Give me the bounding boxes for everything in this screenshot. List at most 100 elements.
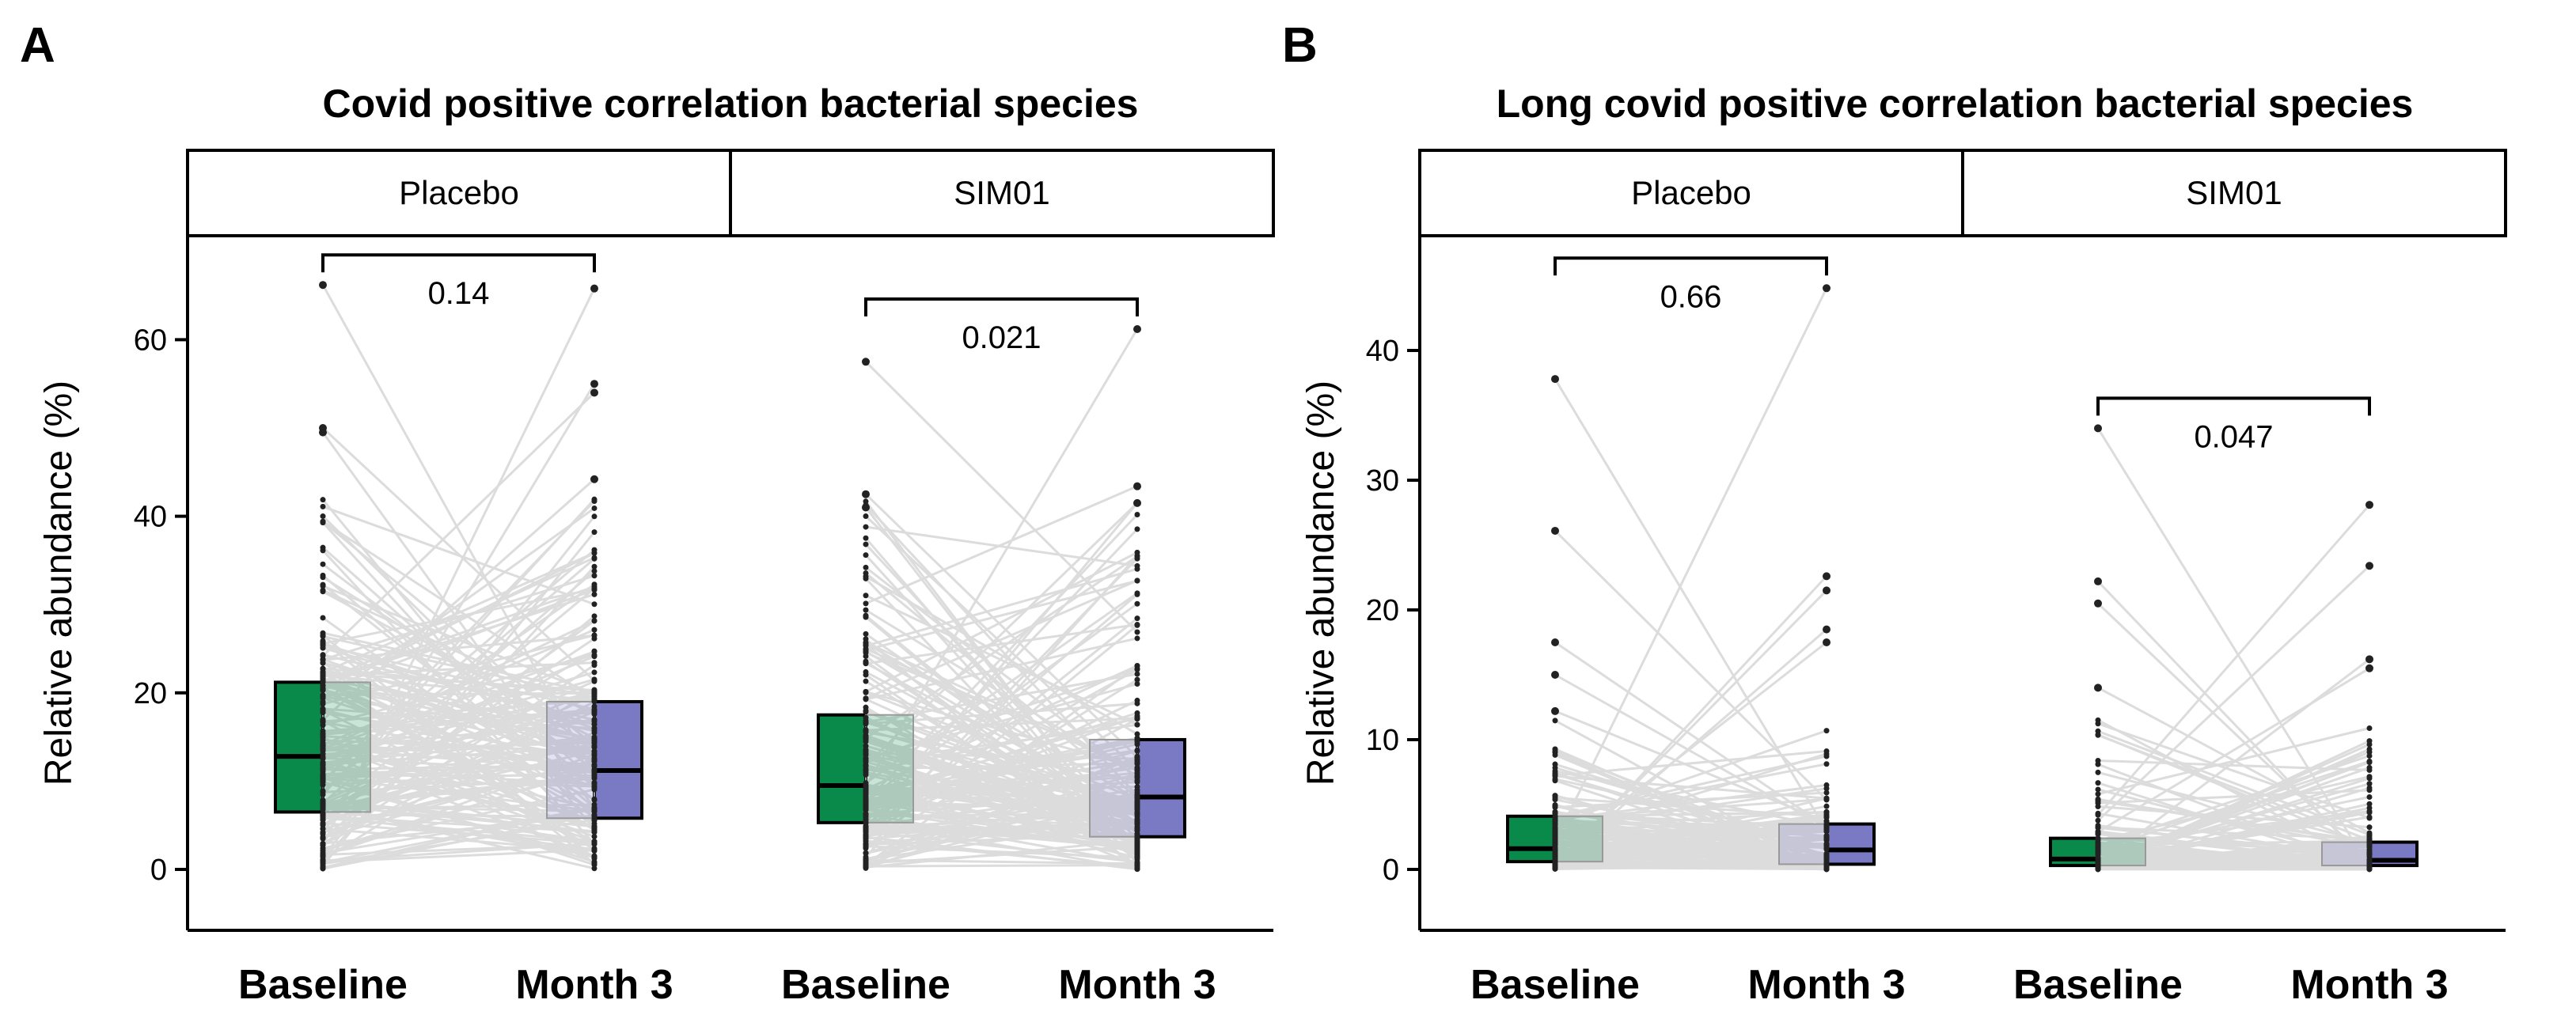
pair-line <box>321 426 596 682</box>
box-month3 <box>1089 737 1186 839</box>
point <box>863 797 869 804</box>
outlier-point <box>862 503 870 512</box>
pair-line <box>2097 761 2370 861</box>
point <box>591 677 598 684</box>
strip-b-placebo: Placebo <box>1418 149 1964 237</box>
pair-line <box>321 284 596 776</box>
pair-line <box>2096 565 2371 822</box>
x-tick-label-a-sim01-baseline: Baseline <box>781 962 950 1008</box>
point <box>1134 676 1140 683</box>
point <box>320 707 326 714</box>
point <box>1134 671 1140 677</box>
point <box>591 833 598 839</box>
pair-line <box>865 775 1138 796</box>
point <box>320 806 326 812</box>
y-tick-label-b-40: 40 <box>1366 335 1399 368</box>
strip-a-sim01: SIM01 <box>729 149 1275 237</box>
pair-line <box>322 649 595 815</box>
point <box>1134 774 1140 780</box>
point <box>320 574 326 581</box>
point <box>320 640 326 646</box>
pair-line <box>2097 759 2370 851</box>
point <box>320 826 326 832</box>
pair-line <box>322 758 595 839</box>
pair-line <box>322 619 595 751</box>
point <box>1552 861 1558 867</box>
pair-line <box>1554 783 1827 821</box>
pair-line <box>2096 427 2371 868</box>
point <box>863 734 869 740</box>
point <box>320 791 326 797</box>
outlier-point <box>1551 526 1559 535</box>
pair-line <box>322 634 595 706</box>
point <box>1823 728 1830 734</box>
pair-line <box>322 658 595 756</box>
point <box>591 649 598 655</box>
point <box>591 820 598 827</box>
outlier-point <box>1823 284 1831 293</box>
point <box>320 632 326 638</box>
point <box>863 755 869 762</box>
y-tick-label-a-40: 40 <box>134 501 167 534</box>
point <box>1552 772 1558 778</box>
point <box>591 771 598 778</box>
point <box>591 813 598 820</box>
point <box>1552 797 1558 803</box>
point <box>1134 736 1140 742</box>
point <box>863 771 869 778</box>
pair-line <box>2097 841 2370 865</box>
point <box>2366 787 2373 793</box>
pair-line <box>1554 836 1827 857</box>
pair-line <box>321 288 596 846</box>
point <box>1552 761 1558 767</box>
point <box>863 696 869 702</box>
point <box>1134 860 1140 866</box>
pair-line <box>322 816 595 843</box>
point <box>320 717 326 723</box>
point <box>320 503 326 509</box>
overlay-b-sim01: 0.047 <box>2096 396 2371 454</box>
pair-line <box>2097 687 2370 835</box>
point <box>2366 824 2373 831</box>
point <box>2095 817 2101 824</box>
point <box>1134 615 1140 622</box>
point <box>1134 629 1140 635</box>
point <box>863 829 869 835</box>
point <box>591 632 598 638</box>
pair-line <box>322 777 595 863</box>
strip-label-a-placebo: Placebo <box>399 174 519 211</box>
pair-line <box>1554 798 1827 857</box>
point <box>1134 853 1140 859</box>
pair-line <box>322 588 595 645</box>
x-tick-label-b-sim01-month3: Month 3 <box>2290 962 2448 1008</box>
x-tick-label-a-placebo-baseline: Baseline <box>238 962 408 1008</box>
pair-line <box>865 796 1138 868</box>
point <box>591 563 598 570</box>
point <box>1552 718 1558 724</box>
point <box>1552 805 1558 811</box>
y-tick-label-b-0: 0 <box>1383 854 1399 887</box>
pair-line <box>322 563 595 771</box>
pair-line <box>322 507 595 703</box>
outlier-point <box>1551 706 1559 715</box>
outlier-point <box>1823 586 1831 595</box>
point <box>591 825 598 831</box>
box-shadow-month3 <box>1778 823 1827 865</box>
box-body-baseline <box>817 713 867 824</box>
point <box>863 636 869 642</box>
point <box>1823 808 1830 815</box>
point <box>320 678 326 684</box>
point <box>863 860 869 866</box>
point <box>1134 760 1140 767</box>
point <box>1552 814 1558 820</box>
point <box>320 850 326 856</box>
overlay-a-sim01: 0.021 <box>864 297 1139 355</box>
point <box>2095 829 2101 835</box>
pair-line <box>865 525 1138 567</box>
p-value-label: 0.021 <box>962 320 1041 355</box>
panel-letter-a: A <box>20 18 55 73</box>
points <box>1551 284 1831 873</box>
point <box>2095 822 2101 828</box>
box-month3 <box>2321 840 2419 868</box>
point <box>2095 856 2101 862</box>
